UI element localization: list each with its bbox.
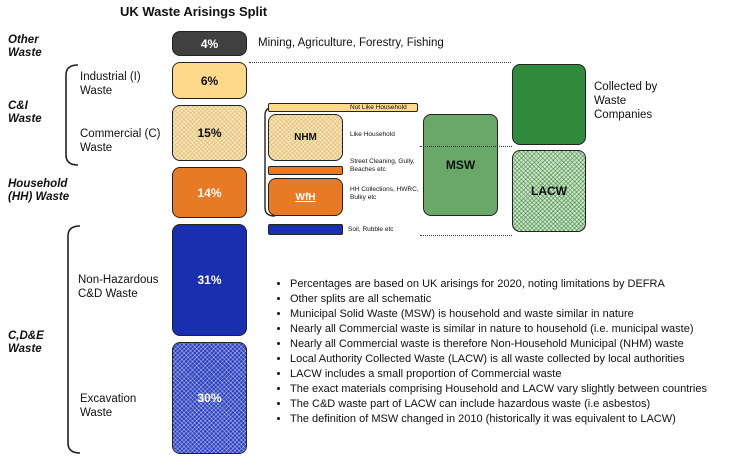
category-ci: C&I Waste — [8, 100, 42, 125]
dotted-line-bottom — [420, 235, 512, 236]
box-non-hazardous: 31% — [172, 224, 247, 336]
box-soil-rubble — [268, 224, 343, 235]
note-item: Other splits are all schematic — [290, 292, 707, 307]
diagram-title: UK Waste Arisings Split — [120, 4, 268, 19]
box-msw: MSW — [423, 114, 498, 216]
box-industrial: 6% — [172, 62, 247, 99]
ci-bracket — [65, 64, 79, 166]
box-other-waste: 4% — [172, 31, 247, 56]
label-excavation: Excavation Waste — [80, 393, 137, 419]
box-collected-by-companies — [512, 64, 586, 145]
box-household: 14% — [172, 167, 247, 218]
box-street-cleaning — [268, 166, 343, 175]
category-cde: C,D&E Waste — [8, 330, 44, 355]
box-commercial: 15% — [172, 105, 247, 161]
note-item: Local Authority Collected Waste (LACW) i… — [290, 352, 707, 367]
desc-street-cleaning: Street Cleaning, Gully, Beaches etc — [350, 158, 415, 173]
note-item: Municipal Solid Waste (MSW) is household… — [290, 307, 707, 322]
box-lacw: LACW — [512, 150, 586, 232]
label-industrial: Industrial (I) Waste — [80, 71, 141, 97]
note-item: The definition of MSW changed in 2010 (h… — [290, 412, 707, 427]
box-excavation: 30% — [172, 342, 247, 454]
desc-soil-rubble: Soil, Rubble etc — [348, 226, 394, 233]
box-wfh: WfH — [268, 178, 343, 216]
label-non-hazardous: Non-Hazardous C&D Waste — [78, 274, 159, 300]
category-other: Other Waste — [8, 34, 42, 59]
desc-not-like-household: Not Like Household — [350, 104, 407, 111]
cde-bracket — [67, 225, 81, 454]
box-nhm: NHM — [268, 114, 343, 161]
note-item: The exact materials comprising Household… — [290, 382, 707, 397]
note-item: Percentages are based on UK arisings for… — [290, 277, 707, 292]
note-item: Nearly all Commercial waste is similar i… — [290, 322, 707, 337]
dotted-line-mid — [420, 146, 512, 147]
desc-other: Mining, Agriculture, Forestry, Fishing — [258, 37, 444, 49]
note-item: The C&D waste part of LACW can include h… — [290, 397, 707, 412]
box-not-like-household — [268, 103, 418, 112]
desc-collected: Collected by Waste Companies — [594, 81, 658, 121]
desc-like-household: Like Household — [350, 131, 395, 138]
label-commercial: Commercial (C) Waste — [80, 128, 161, 154]
note-item: LACW includes a small proportion of Comm… — [290, 367, 707, 382]
note-item: Nearly all Commercial waste is therefore… — [290, 337, 707, 352]
notes-list: Percentages are based on UK arisings for… — [272, 277, 707, 427]
dotted-line-top — [249, 62, 511, 63]
category-household: Household (HH) Waste — [8, 178, 70, 203]
desc-hh-collections: HH Collections, HWRC, Bulky etc — [350, 186, 419, 201]
